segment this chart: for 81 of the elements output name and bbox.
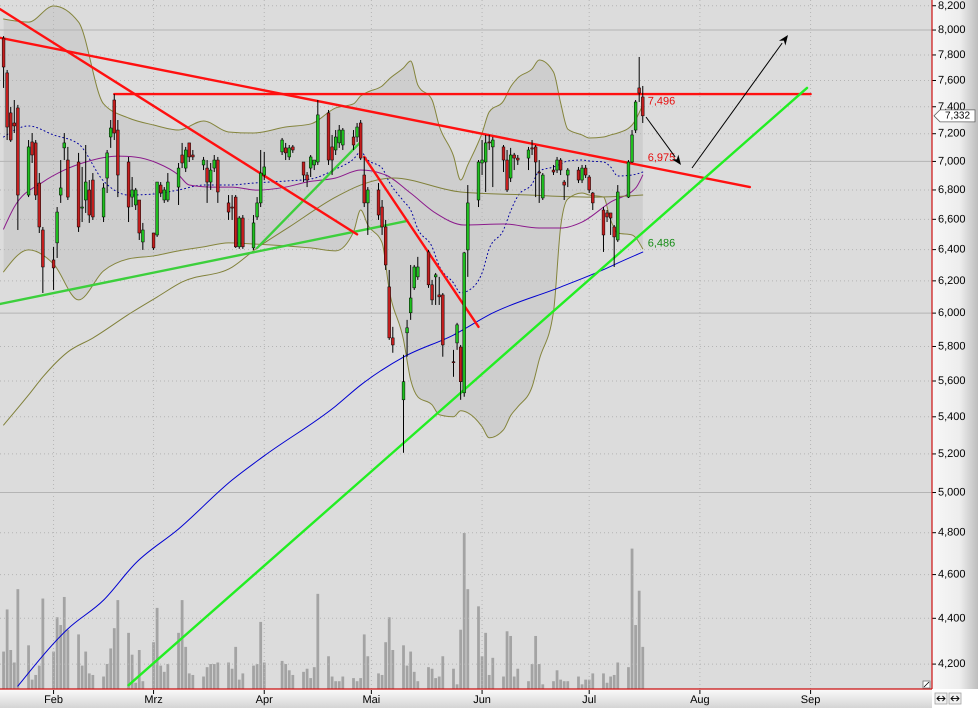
candlestick [608,212,612,236]
bar [252,666,255,689]
bar [280,660,284,689]
y-tick-label: 5,400 [938,410,966,423]
bar [630,548,634,689]
candlestick [580,164,584,184]
bar [306,668,308,689]
candlestick [555,156,559,174]
bar [427,667,430,689]
x-tick-label: Mai [362,694,380,706]
candlestick [284,142,288,161]
y-tick-label: 5,800 [938,340,966,352]
y-tick-label: 7,800 [938,48,966,61]
candlestick [484,134,488,192]
y-tick-label: 6,800 [938,184,966,196]
x-tick-label: Sep [800,694,820,706]
bar [609,676,612,689]
y-tick-label: 5,200 [938,448,966,460]
candlestick [434,272,438,306]
y-tick-label: 4,400 [938,612,966,624]
bar [402,645,405,689]
candlestick [184,146,188,173]
y-tick-label: 8,200 [938,0,966,12]
candlestick [409,264,412,320]
x-tick-label: Jun [473,694,491,706]
candlestick [566,168,570,188]
x-tick-label: Apr [256,694,274,706]
text: 7,332 [944,110,970,122]
candlestick [402,354,406,454]
bar [356,681,358,689]
bar [584,680,588,689]
bar [180,600,184,689]
y-tick-label: 6,200 [938,274,966,287]
bar [477,606,480,689]
bar [377,673,380,689]
bar [352,678,355,689]
bar [452,668,455,689]
bar [302,672,305,689]
y-tick-label: 6,400 [938,244,966,256]
x-tick-label: Mrz [144,694,163,706]
y-tick-label: 4,600 [938,568,966,581]
candlestick [452,349,456,378]
y-tick-label: 7,000 [938,155,966,168]
bar [506,631,508,689]
candlestick [558,158,562,176]
x-tick-label: Aug [690,694,710,706]
x-tick-label: Jul [582,694,596,706]
bar [206,667,209,689]
y-tick-label: 8,000 [938,24,966,36]
y-tick-label: 6,600 [938,213,966,226]
bar [430,668,434,689]
bar [556,670,558,689]
x-tick-label: Feb [44,694,64,706]
candlestick [226,194,230,220]
candlestick [288,144,291,161]
y-tick-label: 4,200 [938,658,966,670]
y-tick-label: 4,800 [938,526,966,539]
annotation: 6,486 [648,238,676,250]
candlestick [166,172,170,203]
y-tick-label: 5,000 [938,486,966,499]
candlestick [405,319,409,358]
y-tick-label: 6,000 [938,307,966,320]
bar [577,676,580,689]
annotation: 7,496 [648,95,676,108]
candlestick [576,166,580,184]
y-tick-label: 7,200 [938,128,966,140]
candlestick [341,127,344,150]
bar [509,636,512,689]
candlestick [302,162,306,183]
bar [227,662,230,689]
bar [484,632,488,689]
candlestick [491,136,494,188]
bar [602,673,605,689]
bar [156,608,159,689]
candlestick [205,160,209,204]
annotation: 6,975 [648,152,676,164]
candlestick [309,154,312,178]
bar [327,656,330,689]
y-tick-label: 5,600 [938,375,966,388]
y-tick-label: 7,600 [938,74,966,87]
bar [534,636,538,689]
